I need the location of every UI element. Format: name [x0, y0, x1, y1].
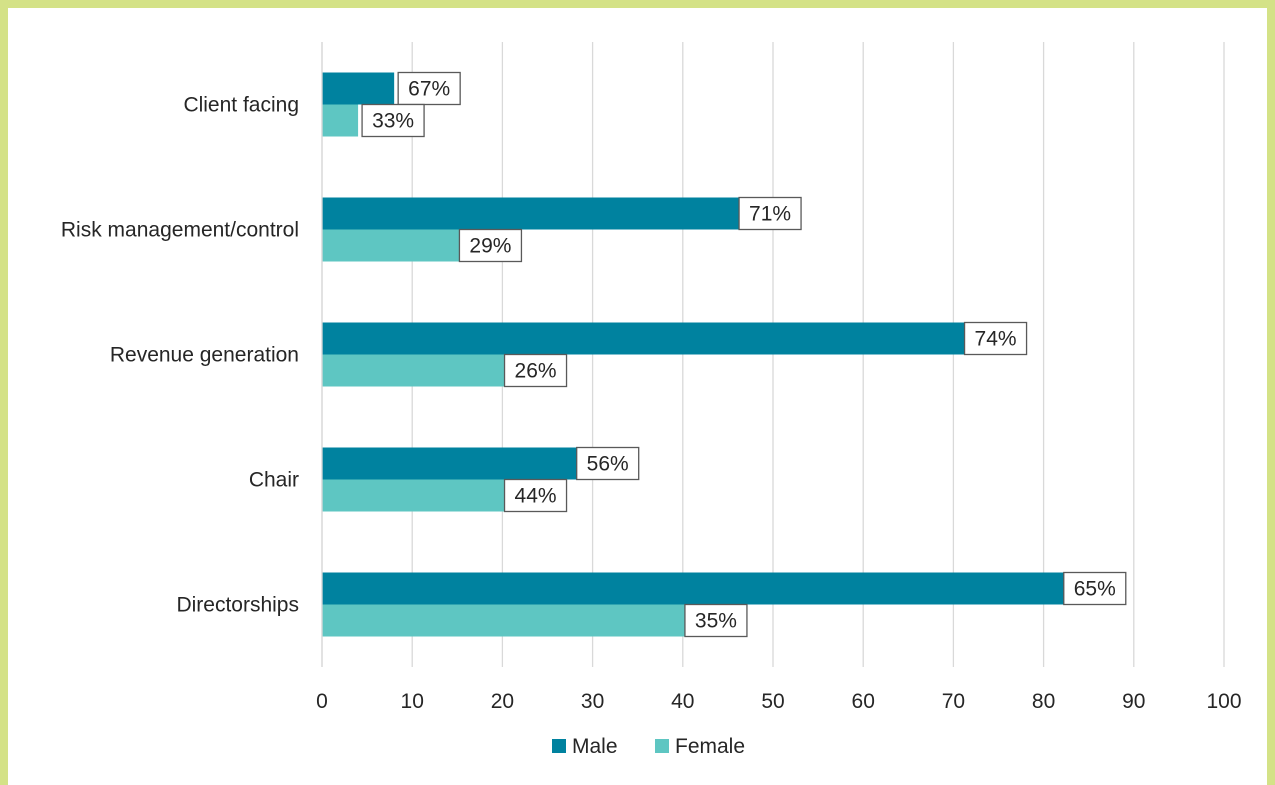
data-label-box-male-1	[738, 196, 802, 231]
category-label-0: Client facing	[183, 94, 299, 117]
data-label-male-1: 71%	[749, 203, 791, 226]
x-tick-label-50: 50	[761, 690, 784, 713]
x-tick-label-0: 0	[316, 690, 328, 713]
x-tick-label-70: 70	[942, 690, 965, 713]
legend-label-male: Male	[572, 735, 618, 758]
x-tick-label-90: 90	[1122, 690, 1145, 713]
category-label-4: Directorships	[176, 594, 299, 617]
data-label-box-female-0	[361, 103, 425, 138]
legend-swatch-male	[552, 739, 566, 753]
data-label-male-0: 67%	[408, 78, 450, 101]
data-label-box-male-4	[1063, 571, 1127, 606]
data-label-male-4: 65%	[1074, 578, 1116, 601]
data-label-box-female-1	[458, 228, 523, 263]
bar-female-0	[322, 104, 359, 137]
x-tick-label-100: 100	[1206, 690, 1241, 713]
bar-female-4	[322, 604, 746, 637]
data-label-box-male-0	[397, 71, 461, 106]
bar-male-4	[322, 572, 1125, 605]
data-label-box-male-2	[963, 321, 1028, 356]
data-label-box-female-2	[503, 353, 568, 388]
data-label-box-female-3	[503, 478, 568, 513]
data-label-female-2: 26%	[515, 360, 557, 383]
x-tick-label-80: 80	[1032, 690, 1055, 713]
x-tick-label-30: 30	[581, 690, 604, 713]
data-label-male-2: 74%	[975, 328, 1017, 351]
data-label-female-1: 29%	[469, 235, 511, 258]
data-label-male-3: 56%	[587, 453, 629, 476]
bar-male-0	[322, 72, 395, 105]
category-label-2: Revenue generation	[110, 344, 299, 367]
x-tick-label-20: 20	[491, 690, 514, 713]
bar-male-2	[322, 322, 1026, 355]
legend-label-female: Female	[675, 735, 745, 758]
x-tick-label-10: 10	[401, 690, 424, 713]
data-label-female-3: 44%	[515, 485, 557, 508]
data-label-female-4: 35%	[695, 610, 737, 633]
data-label-female-0: 33%	[372, 110, 414, 133]
category-label-1: Risk management/control	[61, 219, 299, 242]
x-tick-label-60: 60	[852, 690, 875, 713]
x-tick-label-40: 40	[671, 690, 694, 713]
data-label-box-female-4	[684, 603, 748, 638]
category-label-3: Chair	[249, 469, 299, 492]
legend-swatch-female	[655, 739, 669, 753]
bar-male-1	[322, 197, 801, 230]
data-label-box-male-3	[576, 446, 640, 481]
